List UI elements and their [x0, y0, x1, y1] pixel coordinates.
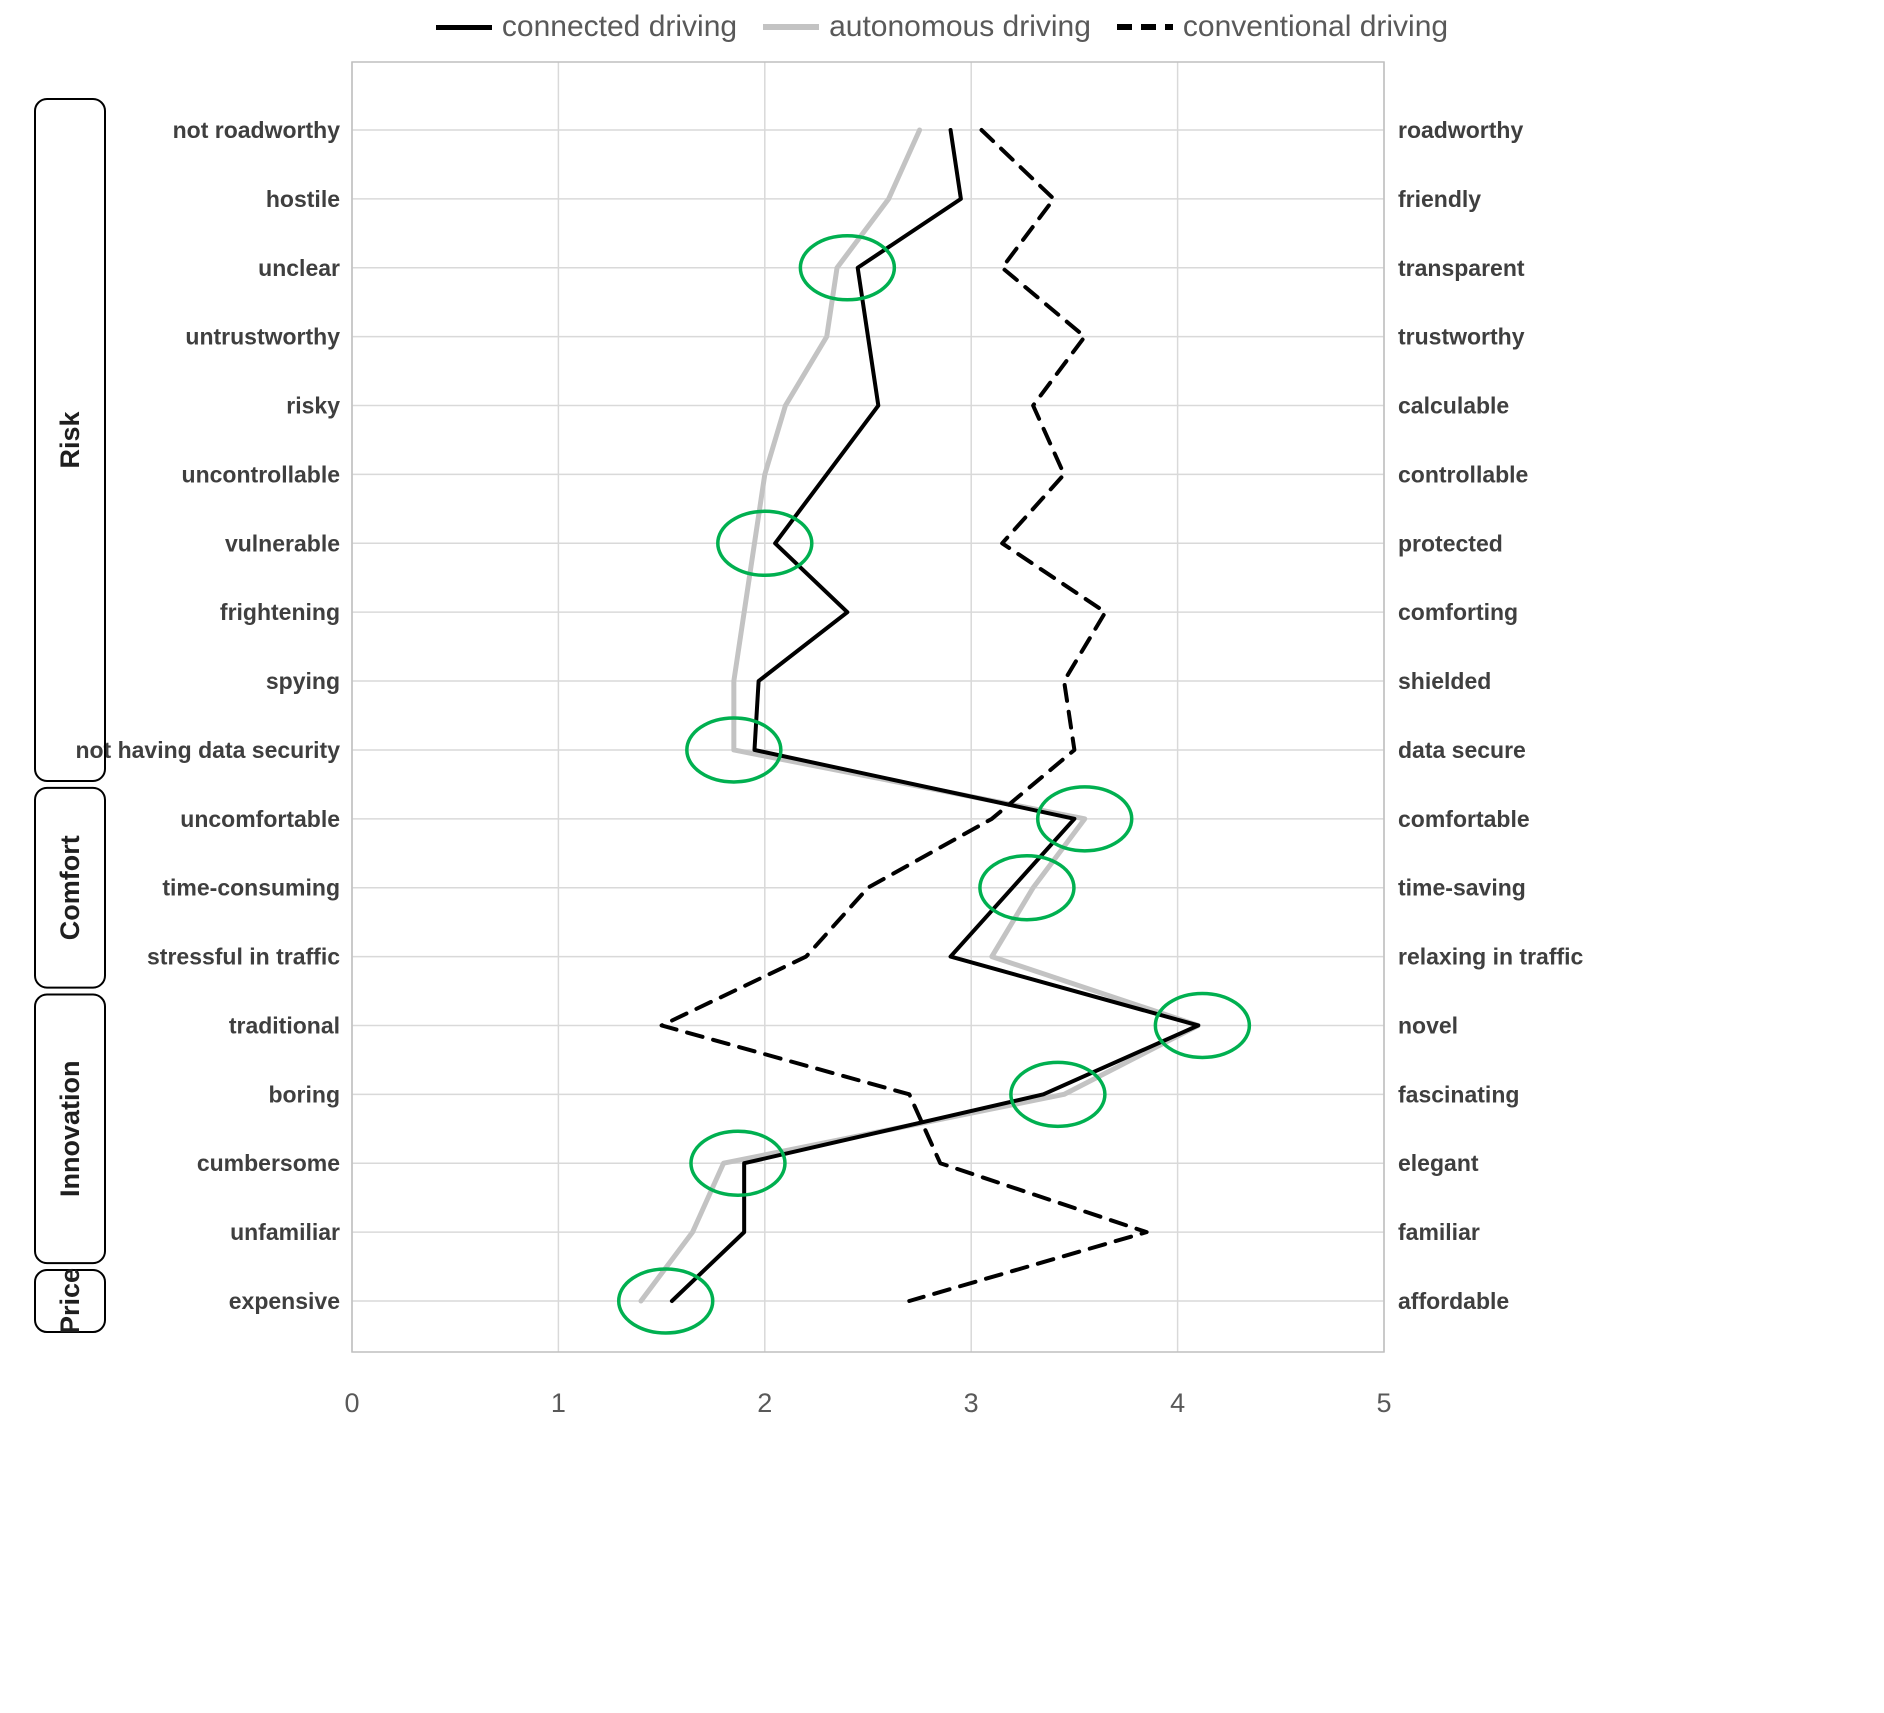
row-label-left: uncomfortable: [180, 806, 340, 832]
row-label-left: boring: [268, 1081, 340, 1107]
row-label-left: cumbersome: [197, 1150, 340, 1176]
group-label-price: Price: [55, 1268, 85, 1334]
row-label-right: shielded: [1398, 668, 1491, 694]
legend-item-connected: connected driving: [435, 10, 738, 44]
row-label-left: spying: [266, 668, 340, 694]
highlight-ellipse: [616, 1267, 715, 1335]
highlight-ellipse: [1035, 785, 1134, 853]
row-label-right: fascinating: [1398, 1081, 1519, 1107]
row-label-left: traditional: [229, 1012, 340, 1038]
x-tick-label: 0: [344, 1388, 359, 1418]
highlight-ellipse: [689, 1129, 787, 1197]
row-label-right: roadworthy: [1398, 117, 1523, 143]
x-tick-label: 5: [1376, 1388, 1391, 1418]
row-label-right: comfortable: [1398, 806, 1530, 832]
series-line-connected-driving: [669, 128, 1201, 1303]
row-label-left: uncontrollable: [182, 461, 340, 487]
legend-label-connected: connected driving: [501, 10, 738, 43]
legend-line-connected-icon: [435, 24, 492, 30]
highlight-ellipse: [798, 234, 897, 302]
row-label-right: controllable: [1398, 461, 1528, 487]
group-box-innovation: [34, 993, 106, 1265]
legend-line-autonomous-icon: [763, 24, 820, 30]
row-label-left: expensive: [229, 1288, 340, 1314]
row-label-right: data secure: [1398, 737, 1526, 763]
row-label-left: not roadworthy: [173, 117, 341, 143]
highlight-ellipse: [716, 509, 814, 578]
group-box-price: [34, 1269, 106, 1333]
highlight-ellipse: [1153, 991, 1252, 1060]
row-label-right: trustworthy: [1398, 324, 1525, 350]
row-label-left: untrustworthy: [185, 324, 340, 350]
series-line-conventional-driving: [659, 128, 1149, 1303]
row-label-right: transparent: [1398, 255, 1525, 281]
row-label-left: unclear: [258, 255, 340, 281]
legend: connected driving autonomous driving con…: [0, 10, 1884, 44]
row-label-right: affordable: [1398, 1288, 1509, 1314]
group-box-risk: [34, 98, 106, 782]
row-label-left: unfamiliar: [230, 1219, 340, 1245]
legend-label-conventional: conventional driving: [1182, 10, 1449, 43]
row-label-right: familiar: [1398, 1219, 1480, 1245]
row-label-right: friendly: [1398, 186, 1481, 212]
row-label-left: not having data security: [75, 737, 340, 763]
group-label-comfort: Comfort: [55, 835, 85, 940]
row-label-right: protected: [1398, 530, 1503, 556]
row-label-left: time-consuming: [162, 875, 340, 901]
group-box-comfort: [34, 786, 106, 989]
row-label-left: stressful in traffic: [147, 944, 340, 970]
series-line-autonomous-driving: [638, 127, 1201, 1304]
plot-border: [351, 61, 1385, 1353]
row-label-left: vulnerable: [225, 530, 340, 556]
row-label-left: risky: [286, 393, 340, 419]
group-label-risk: Risk: [55, 410, 85, 468]
legend-item-conventional: conventional driving: [1116, 10, 1449, 44]
legend-line-conventional-icon: [1116, 24, 1173, 30]
x-tick-label: 4: [1170, 1388, 1185, 1418]
row-label-right: elegant: [1398, 1150, 1479, 1176]
row-label-left: hostile: [266, 186, 340, 212]
highlight-ellipse: [685, 716, 783, 784]
row-label-right: comforting: [1398, 599, 1518, 625]
highlight-ellipse: [978, 853, 1076, 922]
row-label-right: novel: [1398, 1012, 1458, 1038]
x-tick-label: 2: [757, 1388, 772, 1418]
row-label-right: relaxing in traffic: [1398, 944, 1584, 970]
x-tick-label: 3: [964, 1388, 979, 1418]
row-label-left: frightening: [220, 599, 340, 625]
row-label-right: time-saving: [1398, 875, 1526, 901]
row-label-right: calculable: [1398, 393, 1509, 419]
highlight-ellipse: [1009, 1060, 1107, 1129]
group-label-innovation: Innovation: [55, 1061, 85, 1198]
legend-item-autonomous: autonomous driving: [763, 10, 1091, 44]
legend-label-autonomous: autonomous driving: [829, 10, 1091, 43]
x-tick-label: 1: [551, 1388, 566, 1418]
